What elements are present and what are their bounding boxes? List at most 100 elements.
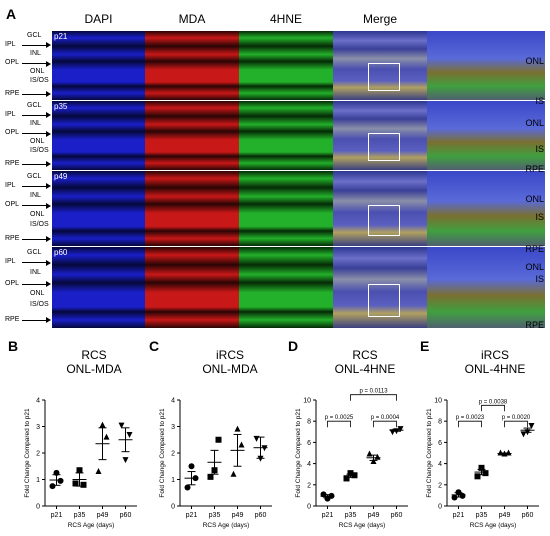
chart-e-x-tick-label: p35 — [476, 512, 488, 519]
layer-arrow-head — [46, 202, 51, 209]
chart-e-y-tick-label: 4 — [438, 461, 442, 468]
zoom-label: RPE — [525, 164, 544, 174]
zoom-label: IS — [535, 96, 544, 106]
chart-d-sig-bracket — [373, 420, 397, 428]
chart-c-x-tick-label: p49 — [232, 512, 244, 519]
chart-b-point — [126, 431, 133, 438]
layer-label: INL — [30, 49, 41, 57]
layer-label: OPL — [5, 279, 20, 287]
chart-d-point — [351, 472, 358, 479]
age-label: p49 — [54, 172, 68, 181]
chart-e-point — [520, 431, 527, 438]
layer-arrow — [22, 63, 48, 64]
chart-e-y-tick-label: 6 — [438, 440, 442, 447]
chart-e-sig-bracket — [481, 404, 505, 412]
chart-d-sig-label: p = 0.0004 — [371, 415, 400, 421]
chart-e-point — [459, 492, 466, 499]
chart-e-sig-bracket — [504, 420, 528, 428]
chart-e-point — [451, 494, 458, 501]
chart-e-y-axis-label: Fold Change Compared to p21 — [426, 408, 433, 498]
layer-label: GCL — [27, 102, 42, 110]
micrograph-tile — [427, 31, 546, 100]
age-label: p60 — [54, 248, 68, 257]
chart-b-point — [118, 422, 125, 429]
layer-arrow-head — [46, 281, 51, 288]
zoom-label: IS — [535, 144, 544, 154]
age-label: p35 — [54, 102, 68, 111]
chart-e-sig-bracket — [458, 420, 482, 428]
chart-d-point — [347, 470, 354, 477]
layer-arrow — [22, 163, 48, 165]
zoom-label: ONL — [525, 118, 544, 128]
chart-b-point — [103, 433, 110, 440]
zoom-box — [368, 132, 400, 162]
zoom-label: ONL — [525, 262, 544, 272]
chart-e-sig-label: p = 0.0020 — [502, 415, 531, 421]
layer-label: ONL — [30, 290, 45, 298]
column-header-merge: Merge — [362, 12, 397, 26]
chart-c-title: iRCS ONL-MDA — [180, 348, 280, 376]
layer-label: OPL — [5, 201, 20, 209]
chart-b-x-tick-label: p35 — [74, 512, 86, 519]
chart-d-y-tick-label: 4 — [307, 461, 311, 468]
micrograph-tile — [52, 247, 146, 328]
panel-b-letter: B — [8, 338, 19, 354]
chart-b-point — [57, 477, 64, 484]
layer-label: ONL — [30, 68, 45, 76]
chart-e-title-line1: iRCS — [480, 348, 509, 362]
chart-c-title-line1: iRCS — [215, 348, 244, 362]
chart-d-y-tick-label: 10 — [303, 398, 311, 405]
layer-arrow-head — [46, 112, 51, 119]
chart-b-point — [72, 480, 79, 487]
chart-d-x-tick-label: p60 — [391, 512, 403, 519]
chart-b-point — [49, 483, 56, 490]
micrograph-tile — [427, 171, 546, 246]
zoom-label: ONL — [525, 56, 544, 66]
layer-arrow-head — [46, 161, 51, 168]
chart-e-x-tick-label: p49 — [499, 512, 511, 519]
chart-e-point — [455, 489, 462, 496]
layer-label: IS/OS — [30, 221, 49, 229]
chart-d-sig-label: p = 0.0025 — [325, 415, 354, 421]
panel-c-letter: C — [149, 338, 160, 354]
layer-arrow — [22, 262, 48, 264]
micrograph-tile — [239, 101, 334, 170]
chart-e-title: iRCS ONL-4HNE — [445, 348, 545, 376]
chart-d-x-tick-label: p21 — [322, 512, 334, 519]
layer-label: IS/OS — [30, 77, 49, 85]
chart-e-point — [478, 464, 485, 471]
chart-b-title: RCS ONL-MDA — [44, 348, 144, 376]
chart-c-y-tick-label: 1 — [171, 477, 175, 484]
chart-c-point — [234, 425, 241, 432]
chart-e-y-tick-label: 8 — [438, 419, 442, 426]
chart-d-point — [366, 450, 373, 457]
column-header-dapi: DAPI — [84, 12, 113, 26]
layer-arrow — [22, 238, 48, 240]
chart-b-y-axis-label: Fold Change Compared to p21 — [24, 408, 31, 498]
layer-arrow — [22, 93, 48, 95]
chart-c-x-tick-label: p35 — [209, 512, 221, 519]
layer-arrow-head — [46, 42, 51, 49]
column-header-4hne: 4HNE — [269, 12, 302, 26]
layer-label: GCL — [27, 248, 42, 256]
layer-label: IPL — [5, 181, 16, 189]
layer-arrow-head — [46, 60, 51, 67]
panel-d-letter: D — [288, 338, 299, 354]
chart-b-point — [122, 457, 129, 464]
chart-c-y-tick-label: 0 — [171, 504, 175, 511]
micrograph-tile — [333, 171, 428, 246]
chart-d-sig-bracket — [350, 394, 397, 401]
chart-e-x-tick-label: p21 — [453, 512, 465, 519]
layer-label: IPL — [5, 110, 16, 118]
layer-label: IPL — [5, 40, 16, 48]
chart-c-y-tick-label: 3 — [171, 424, 175, 431]
chart-d-point — [343, 475, 350, 482]
layer-label: OPL — [5, 59, 20, 66]
chart-d-x-axis-label: RCS Age (days) — [339, 522, 386, 529]
panel-e-letter: E — [420, 338, 430, 354]
micrograph-tile — [145, 101, 240, 170]
chart-d-y-axis-label: Fold Change Compared to p21 — [295, 408, 302, 498]
chart-e-y-tick-label: 0 — [438, 504, 442, 511]
chart-c-point — [207, 473, 214, 480]
